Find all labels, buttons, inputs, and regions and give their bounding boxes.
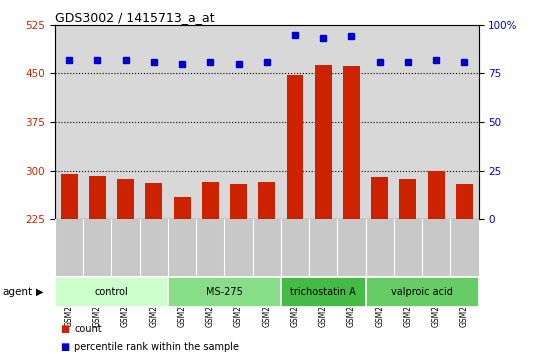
Text: MS-275: MS-275 (206, 287, 243, 297)
Bar (117, 179, 134, 219)
Bar (145, 183, 162, 219)
Bar (174, 198, 190, 219)
Text: valproic acid: valproic acid (391, 287, 453, 297)
Bar (55, 277, 168, 307)
Bar (168, 277, 281, 307)
Bar (281, 277, 366, 307)
Bar (315, 65, 332, 219)
Bar (258, 182, 275, 219)
Bar (287, 75, 304, 219)
Text: percentile rank within the sample: percentile rank within the sample (74, 342, 239, 352)
Bar (399, 179, 416, 219)
Bar (89, 176, 106, 219)
Text: trichostatin A: trichostatin A (290, 287, 356, 297)
Text: ▶: ▶ (36, 287, 44, 297)
Bar (366, 277, 478, 307)
Text: control: control (95, 287, 128, 297)
Text: GDS3002 / 1415713_a_at: GDS3002 / 1415713_a_at (55, 11, 215, 24)
Bar (202, 182, 219, 219)
Bar (343, 65, 360, 219)
Text: ■: ■ (60, 324, 70, 334)
Bar (456, 184, 473, 219)
Text: ■: ■ (60, 342, 70, 352)
Text: count: count (74, 324, 102, 334)
Bar (60, 174, 78, 219)
Bar (428, 171, 444, 219)
Bar (230, 184, 247, 219)
Text: agent: agent (3, 287, 33, 297)
Bar (371, 177, 388, 219)
